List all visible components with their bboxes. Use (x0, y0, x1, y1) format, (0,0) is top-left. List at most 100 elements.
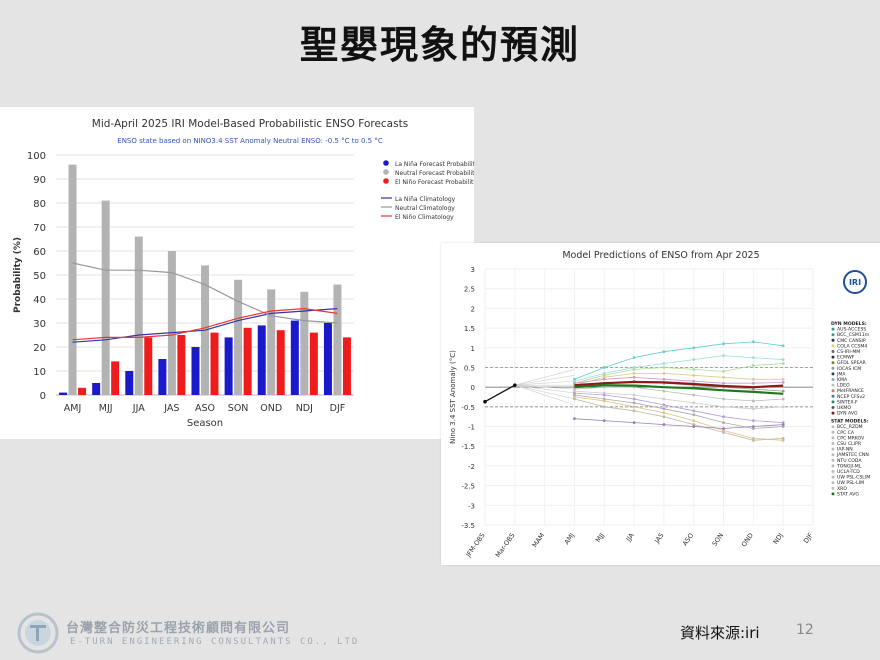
dyn-model-legend-marker (831, 383, 835, 387)
model-forecast-point (573, 397, 576, 401)
dyn-model-legend-label: ECMWF (837, 355, 855, 361)
enso-plume-chart-panel: Model Predictions of ENSO from Apr 2025 3… (441, 243, 880, 565)
chart1-x-label: Season (187, 418, 223, 429)
neutral-climatology-line (72, 262, 338, 324)
model-forecast-point (662, 366, 666, 369)
model-forecast-point (722, 427, 725, 430)
legend-neutral-bar-marker (383, 169, 389, 175)
stat-model-legend-label: IAP-NN (837, 447, 853, 453)
chart1-y-tick: 0 (40, 391, 46, 402)
legend-neutral-climatology-line-label: Neutral Climatology (395, 205, 455, 212)
model-forecast-point (692, 419, 696, 423)
neutral-bar (234, 279, 243, 395)
dyn-model-legend-label: NCEP CFSv2 (837, 394, 865, 400)
stat-model-legend-marker (831, 464, 835, 468)
model-forecast-line (574, 396, 784, 441)
model-forecast-point (751, 356, 755, 360)
stat-model-legend-label: CPC MRKOV (837, 435, 865, 441)
model-forecast-point (602, 366, 606, 369)
el-nino-bar (342, 337, 351, 395)
model-forecast-point (662, 362, 666, 365)
model-forecast-point (781, 344, 785, 348)
company-name-en: E-TURN ENGINEERING CONSULTANTS CO., LTD (70, 637, 360, 647)
el-nino-bar (78, 387, 87, 395)
chart1-y-tick: 70 (33, 223, 46, 234)
la-nina-bar (158, 359, 167, 395)
model-forecast-point (722, 421, 725, 424)
chart2-x-tick: Mar-OBS (494, 532, 517, 559)
stat-model-legend-label: CPC CA (837, 430, 855, 436)
model-forecast-point (692, 346, 696, 350)
model-forecast-line (574, 355, 784, 382)
chart2-x-tick: OND (740, 532, 755, 549)
chart2-fan-line (514, 384, 575, 400)
dyn-avg-line (574, 380, 784, 389)
el-nino-bar (243, 327, 252, 395)
page-number: 12 (796, 622, 814, 638)
el-nino-bar (309, 332, 318, 395)
model-forecast-point (692, 413, 696, 417)
neutral-bar (101, 200, 110, 395)
model-forecast-point (662, 403, 666, 407)
model-forecast-line (574, 386, 784, 402)
model-forecast-point (602, 391, 606, 395)
model-forecast-point (751, 427, 755, 430)
dyn-model-legend-label: LDEO (837, 383, 850, 389)
model-forecast-point (751, 438, 755, 442)
chart2-y-tick: 3 (471, 266, 475, 274)
model-forecast-line (574, 376, 784, 384)
model-forecast-point (781, 397, 785, 401)
dyn-model-legend-label: CS-IRI-MM (837, 349, 860, 355)
legend-la-nina-bar-label: La Niña Forecast Probability (395, 161, 474, 168)
stat-model-legend-marker (831, 425, 835, 429)
neutral-bar (267, 289, 276, 395)
model-forecast-point (602, 375, 606, 379)
model-forecast-point (602, 385, 606, 389)
chart2-y-tick: -0.5 (461, 404, 475, 412)
observed-point (513, 383, 517, 387)
dyn-model-legend-label: JMA (836, 371, 846, 377)
stat-model-legend-marker (831, 442, 835, 445)
neutral-bar (333, 284, 342, 395)
model-forecast-line (574, 398, 784, 441)
model-forecast-point (602, 373, 606, 377)
dyn-model-legend-label: MetFRANCE (837, 388, 864, 394)
model-forecast-point (573, 381, 576, 385)
stat-model-legend-label: STAT AVG (837, 491, 859, 497)
chart2-y-tick: 0 (471, 384, 475, 392)
chart2-y-label: Nino 3.4 SST Anomaly (°C) (449, 350, 457, 444)
neutral-bar (300, 291, 309, 395)
chart1-y-tick: 60 (33, 247, 46, 258)
la-nina-bar (224, 337, 233, 395)
stat-model-legend-marker (831, 458, 835, 462)
el-nino-bar (177, 335, 186, 395)
chart2-fan-line (514, 384, 575, 390)
dyn-model-legend-label: CMC CANSIP (837, 338, 866, 344)
chart1-subtitle: ENSO state based on NINO3.4 SST Anomaly … (117, 137, 383, 145)
model-forecast-point (722, 354, 725, 358)
model-forecast-point (751, 425, 755, 428)
chart1-x-tick: NDJ (296, 403, 313, 414)
dyn-model-legend-marker (831, 366, 835, 370)
model-forecast-point (722, 381, 725, 385)
dyn-model-legend-marker (831, 333, 835, 337)
neutral-bar (68, 164, 77, 395)
chart1-x-tick: DJF (330, 403, 346, 414)
model-forecast-point (722, 375, 725, 379)
model-forecast-point (632, 405, 636, 409)
stat-model-legend-marker (831, 447, 835, 451)
model-forecast-point (692, 393, 696, 397)
dyn-model-legend-marker (831, 400, 835, 404)
stat-model-legend-marker (831, 492, 835, 496)
chart2-y-tick: -3 (468, 502, 475, 510)
company-name-zh: 台灣整合防災工程技術顧問有限公司 (66, 621, 291, 636)
model-forecast-point (602, 397, 606, 401)
model-forecast-line (574, 394, 784, 429)
model-forecast-point (722, 431, 725, 434)
model-forecast-point (781, 389, 785, 393)
dyn-model-legend-label: UKMO (837, 405, 851, 411)
model-forecast-point (722, 405, 725, 409)
iri-logo-icon (843, 270, 867, 294)
iri-logo-text: IRI (849, 278, 861, 287)
chart1-y-tick: 40 (33, 295, 46, 306)
